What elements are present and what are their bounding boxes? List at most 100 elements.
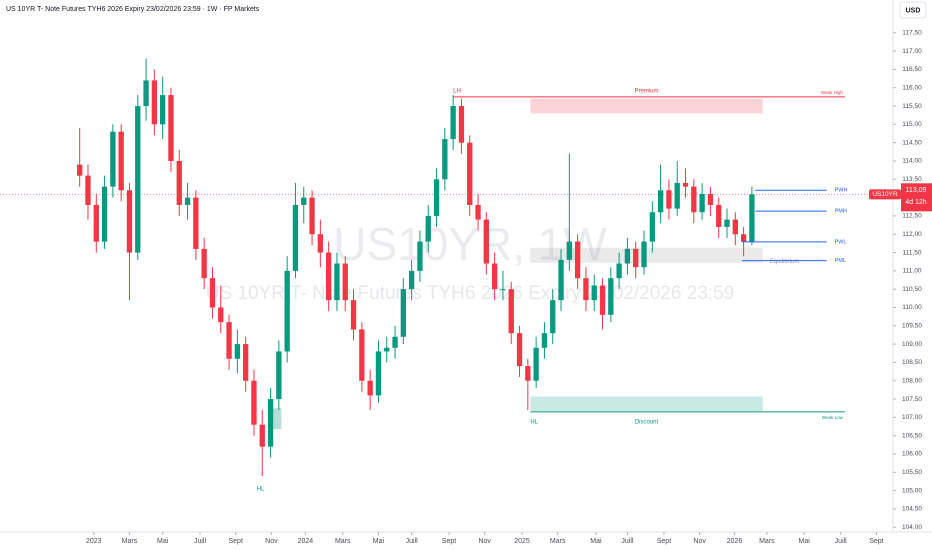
candle-body — [350, 300, 357, 330]
x-tick-label: Mars — [550, 538, 566, 545]
candle-body — [516, 333, 523, 367]
y-tick-label: 109,00 — [902, 341, 922, 348]
candle-body — [716, 204, 722, 227]
y-tick-label: 108,00 — [902, 377, 922, 384]
currency-button[interactable] — [899, 1, 927, 19]
price-label: 113,09 — [906, 187, 927, 194]
y-tick-label: 115,50 — [902, 103, 922, 110]
x-tick-label: Mai — [590, 538, 602, 545]
x-tick-label: Juill — [835, 538, 848, 545]
candle-body — [110, 131, 116, 187]
x-tick-label: Mars — [335, 538, 351, 545]
swing-side-label: Weak Low — [822, 415, 844, 420]
candle-body — [359, 329, 365, 381]
candle-body — [616, 263, 622, 279]
y-tick-label: 106,50 — [902, 432, 922, 439]
candle-body — [193, 197, 199, 249]
candle-body — [583, 278, 589, 301]
symbol-tag — [869, 189, 901, 200]
candle-body — [707, 193, 714, 205]
candle-body — [458, 106, 465, 143]
candle-body — [259, 424, 265, 447]
x-tick-label: Sept — [442, 538, 456, 545]
candle-body — [467, 142, 473, 205]
x-tick-label: Mai — [157, 538, 169, 545]
candle-body — [384, 347, 390, 352]
y-tick-label: 107,00 — [902, 414, 922, 421]
candle-body — [550, 300, 556, 334]
candle-body — [475, 204, 481, 220]
candle-body — [101, 186, 108, 242]
zone — [530, 98, 763, 114]
candle-body — [135, 106, 141, 253]
swing-side-label: Weak High — [821, 90, 843, 95]
y-tick-label: 105,00 — [902, 487, 922, 494]
y-tick-label: 116,50 — [902, 66, 922, 73]
candle-body — [317, 234, 324, 253]
candle-body — [375, 351, 382, 396]
candle-body — [126, 190, 133, 253]
y-tick-label: 111,00 — [903, 268, 922, 275]
candle-body — [267, 399, 274, 447]
candle-body — [143, 80, 149, 107]
candle-body — [425, 215, 431, 242]
candle-body — [699, 193, 705, 213]
candle-body — [218, 307, 224, 323]
candle-body — [724, 219, 730, 227]
zone — [530, 396, 763, 412]
candle-body — [574, 241, 581, 279]
candle-body — [151, 80, 158, 125]
zone-label: Discount — [635, 419, 659, 425]
x-tick-label: Nov — [265, 538, 278, 545]
y-tick-label: 107,50 — [902, 396, 922, 403]
candle-body — [599, 285, 606, 315]
level-label: PWL — [835, 239, 847, 245]
candle-body — [201, 248, 207, 279]
candle-body — [325, 252, 332, 301]
candle-body — [400, 289, 406, 337]
candle-body — [732, 219, 738, 235]
x-tick-label: Nov — [478, 538, 491, 545]
x-tick-label: Juill — [194, 538, 207, 545]
y-tick-label: 106,00 — [902, 451, 922, 458]
countdown-label: 4d 12h — [905, 199, 927, 206]
y-tick-label: 110,00 — [902, 304, 922, 311]
y-tick-label: 117,00 — [902, 48, 922, 55]
y-tick-label: 114,00 — [902, 158, 922, 165]
pivot-label: HL — [257, 486, 265, 492]
candle-body — [541, 333, 548, 348]
candle-body — [292, 204, 299, 271]
candle-body — [209, 278, 216, 308]
candle-body — [226, 322, 232, 359]
candle-body — [417, 241, 423, 271]
candle-body — [408, 270, 415, 290]
y-tick-label: 112,50 — [902, 213, 922, 220]
candle-body — [666, 190, 672, 209]
symbol-label: US10YR — [872, 191, 898, 198]
y-tick-label: 111,50 — [903, 249, 922, 256]
candle-body — [558, 259, 564, 301]
x-tick-label: Mars — [122, 538, 138, 545]
candle-body — [674, 182, 680, 209]
candle-body — [392, 336, 398, 348]
y-tick-label: 105,50 — [902, 469, 922, 476]
candle-body — [633, 248, 639, 268]
y-tick-label: 104,50 — [902, 506, 922, 513]
candle-body — [160, 95, 166, 125]
x-tick-label: Juill — [406, 538, 419, 545]
candle-body — [591, 285, 597, 301]
y-tick-label: 113,50 — [902, 176, 922, 183]
candle-body — [367, 380, 373, 396]
candle-body — [309, 197, 315, 235]
candle-body — [649, 212, 655, 242]
y-tick-label: 116,00 — [902, 84, 922, 91]
candle-body — [168, 95, 174, 161]
x-tick-label: 2025 — [514, 538, 530, 545]
swing-label: LH — [453, 88, 461, 94]
candle-body — [118, 131, 124, 191]
currency[interactable]: USD — [906, 7, 921, 14]
candle-body — [691, 186, 697, 213]
candle-body — [276, 351, 282, 400]
